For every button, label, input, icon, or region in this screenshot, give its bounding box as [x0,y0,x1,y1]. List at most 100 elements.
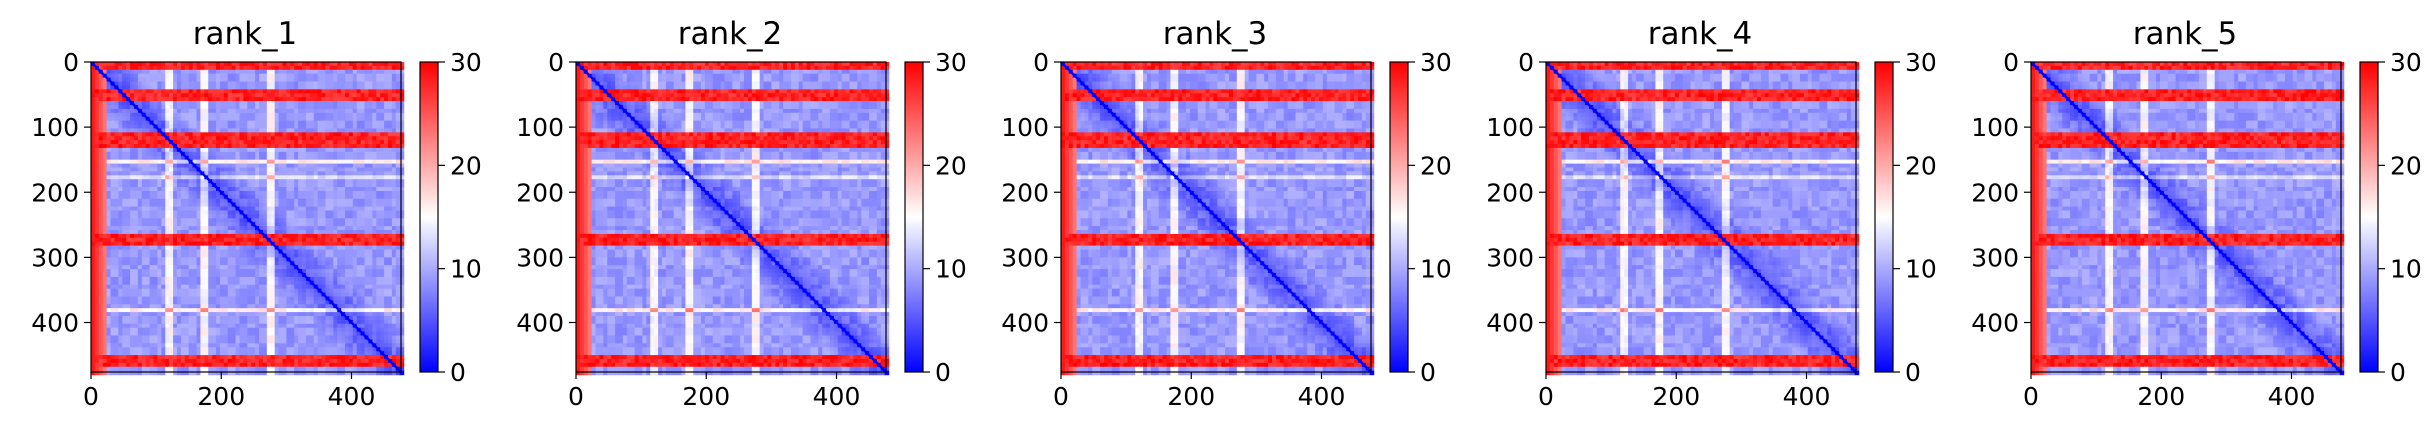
heatmap-cell [184,183,190,188]
heatmap-cell [255,120,260,126]
heatmap-cell [137,257,143,262]
heatmap-cell [227,269,233,274]
heatmap-cell [188,257,194,262]
heatmap-cell [239,187,244,192]
heatmap-cell [216,222,221,227]
heatmap-cell [192,280,198,286]
heatmap-cell [384,284,389,290]
heatmap-cell [384,171,389,176]
heatmap-cell [262,222,268,227]
heatmap-cell [133,198,139,204]
heatmap-cell [216,167,221,173]
heatmap-cell [356,171,362,176]
heatmap-cell [196,128,202,133]
heatmap-cell [270,144,276,149]
heatmap-cell [266,163,272,169]
heatmap-cell [239,128,244,133]
heatmap-cell [149,124,155,130]
heatmap-cell [380,230,385,235]
heatmap-cell [384,147,389,153]
heatmap-cell [157,69,162,75]
heatmap-cell [216,128,221,133]
heatmap-cell [188,175,194,180]
heatmap-cell [157,269,162,274]
heatmap-cell [126,304,131,309]
heatmap-cell [122,300,127,305]
heatmap-cell [391,163,397,169]
heatmap-cell [282,296,287,301]
heatmap-cell [106,222,112,227]
heatmap-cell [231,69,237,75]
heatmap-cell [302,265,307,270]
heatmap-cell [372,81,377,87]
heatmap-cell [368,93,373,98]
heatmap-cell [98,253,104,258]
heatmap-cell [208,296,213,301]
heatmap-cell [212,237,217,243]
heatmap-cell [372,233,377,239]
heatmap-cell [165,190,170,196]
heatmap-cell [313,237,319,243]
heatmap-cell [372,206,377,212]
heatmap-cell [102,81,108,87]
heatmap-cell [364,206,370,212]
heatmap-cell [395,194,401,200]
heatmap-cell [239,198,244,204]
heatmap-cell [212,226,217,231]
heatmap-cell [372,85,377,90]
heatmap-cell [294,108,299,114]
heatmap-cell [368,144,373,149]
heatmap-cell [309,136,315,141]
heatmap-cell [344,97,350,102]
heatmap-cell [352,288,358,294]
heatmap-cell [130,62,135,67]
heatmap-cell [368,241,373,247]
heatmap-cell [352,112,358,118]
heatmap-cell [94,128,100,133]
heatmap-cell [227,249,233,255]
heatmap-cell [290,69,295,75]
heatmap-cell [133,62,139,67]
heatmap-cell [153,261,159,266]
heatmap-cell [266,300,272,305]
heatmap-cell [360,116,366,122]
heatmap-cell [137,218,143,223]
heatmap-cell [91,198,96,204]
heatmap-cell [356,226,362,231]
heatmap-cell [130,194,135,200]
heatmap-cell [106,253,112,258]
heatmap-cell [137,159,143,165]
heatmap-cell [102,198,108,204]
heatmap-cell [114,226,119,231]
heatmap-cell [333,269,338,274]
heatmap-cell [153,120,159,126]
heatmap-cell [157,155,162,161]
heatmap-cell [126,300,131,305]
heatmap-cell [122,241,127,247]
heatmap-cell [137,104,143,110]
heatmap-cell [399,179,405,184]
heatmap-cell [122,167,127,173]
heatmap-cell [200,69,205,75]
heatmap-cell [387,120,393,126]
heatmap-cell [302,280,307,286]
heatmap-cell [219,179,225,184]
heatmap-cell [219,104,225,110]
heatmap-cell [387,300,393,305]
heatmap-cell [122,62,127,67]
heatmap-cell [290,89,295,94]
heatmap-cell [188,265,194,270]
heatmap-cell [227,171,233,176]
heatmap-cell [149,183,155,188]
heatmap-cell [356,194,362,200]
heatmap-cell [321,269,327,274]
heatmap-cell [137,194,143,200]
heatmap-cell [266,214,272,219]
heatmap-cell [344,155,350,161]
heatmap-cell [290,104,295,110]
heatmap-cell [255,190,260,196]
heatmap-cell [94,77,100,83]
heatmap-cell [173,120,178,126]
heatmap-cell [212,230,217,235]
heatmap-cell [145,187,151,192]
